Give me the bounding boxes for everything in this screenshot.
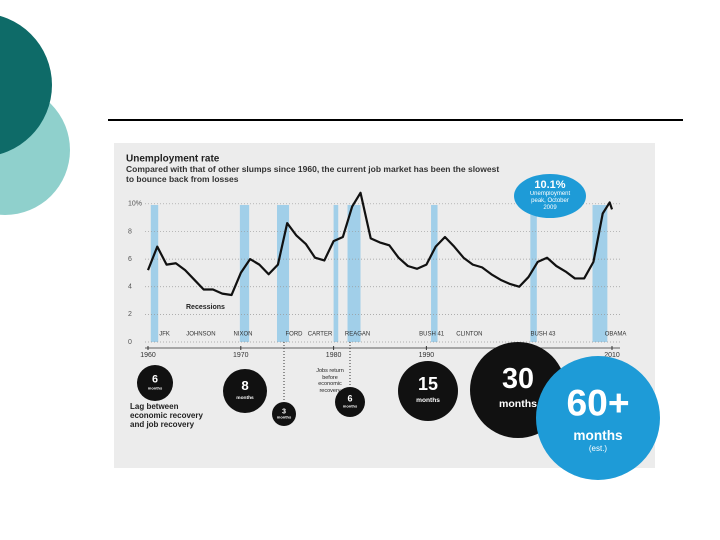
lag-unit: months <box>236 395 254 401</box>
deco-circle <box>0 15 52 155</box>
x-tick-label: 1980 <box>326 352 342 359</box>
recession-band <box>150 205 159 342</box>
president-label: JFK <box>159 332 170 338</box>
lag-bubble <box>398 361 458 421</box>
lag-unit: months <box>343 404 358 409</box>
x-tick-label: 1960 <box>140 352 156 359</box>
recession-band <box>239 205 250 342</box>
lag-value: 3 <box>282 407 286 416</box>
line-series <box>146 191 614 297</box>
lag-unit: months <box>277 415 292 420</box>
president-label: BUSH 41 <box>419 332 445 338</box>
lag-unit: months <box>573 428 623 443</box>
lag-value: 8 <box>241 378 248 393</box>
y-tick-label: 10% <box>128 201 142 208</box>
recession-band <box>530 205 537 342</box>
lag-bubble <box>272 402 296 426</box>
president-label: FORD <box>285 332 303 338</box>
callout-text: Unemployment peak, October 2009 <box>529 191 571 211</box>
chart-title: Unemployment rate <box>126 154 220 165</box>
lag-bubble <box>223 369 267 413</box>
recession-band <box>592 205 608 342</box>
president-label: NIXON <box>234 332 253 338</box>
note-box: Lag between economic recovery and job re… <box>130 402 203 429</box>
recession-band <box>347 205 361 342</box>
president-label: REAGAN <box>345 332 370 338</box>
lag-note: (est.) <box>589 444 608 453</box>
recession-band <box>276 205 290 342</box>
recession-band <box>431 205 438 342</box>
y-tick-label: 6 <box>128 256 132 263</box>
lag-value: 6 <box>152 373 158 385</box>
president-label: OBAMA <box>605 332 627 338</box>
y-tick-label: 2 <box>128 311 132 318</box>
callout-bubble <box>514 174 586 218</box>
y-tick-label: 4 <box>128 284 132 291</box>
y-tick-label: 0 <box>128 339 132 346</box>
lag-bubble <box>335 387 365 417</box>
lag-value: 30 <box>502 363 534 395</box>
lag-value: 15 <box>418 374 438 394</box>
recession-label: Recessions <box>186 304 225 311</box>
x-tick-label: 1970 <box>233 352 249 359</box>
lag-value: 6 <box>347 393 352 403</box>
note-box: Jobs return before economic recovery <box>316 368 344 394</box>
y-tick-label: 8 <box>128 228 132 235</box>
president-label: CLINTON <box>456 332 482 338</box>
lag-bubble <box>536 356 660 480</box>
x-tick-label: 2010 <box>604 352 620 359</box>
president-label: CARTER <box>308 332 333 338</box>
callout-value: 10.1% <box>534 179 565 191</box>
president-label: BUSH 43 <box>530 332 556 338</box>
recession-band <box>333 205 339 342</box>
president-label: JOHNSON <box>186 332 215 338</box>
lag-value: 60+ <box>566 381 629 423</box>
note-text: Jobs return before economic recovery <box>316 368 344 394</box>
x-tick-label: 1990 <box>419 352 435 359</box>
subtitle-box: Compared with that of other slumps since… <box>126 164 500 184</box>
note-text: Lag between economic recovery and job re… <box>130 402 203 429</box>
lag-unit: months <box>499 398 537 410</box>
callout-box: Unemployment peak, October 2009 <box>529 191 571 211</box>
lag-unit: months <box>148 385 163 390</box>
lag-bubble <box>137 365 173 401</box>
chart-subtitle: Compared with that of other slumps since… <box>126 164 500 184</box>
lag-unit: months <box>416 397 440 404</box>
